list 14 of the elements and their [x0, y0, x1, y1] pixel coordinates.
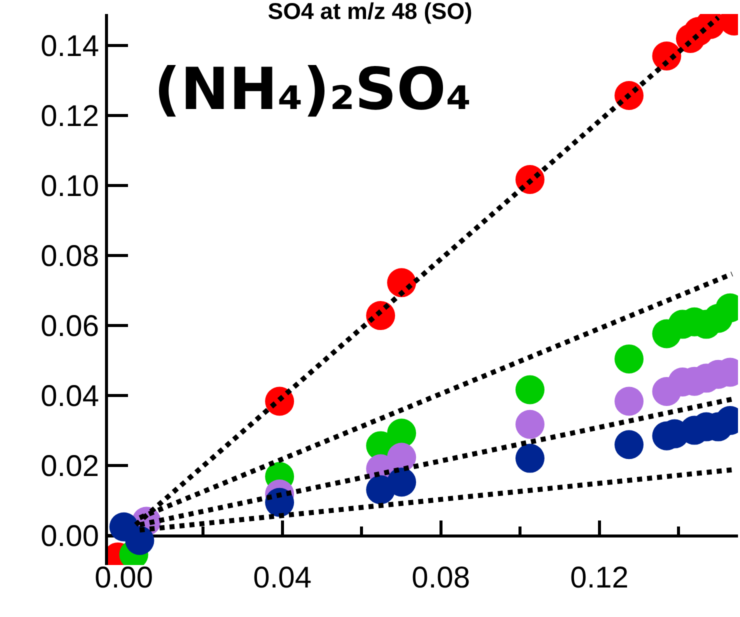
- y-tick-label: 0.14: [40, 30, 99, 63]
- y-tick-label: 0.08: [40, 240, 99, 273]
- x-tick-label: 0.08: [412, 561, 470, 594]
- x-tick-label: 0.04: [253, 561, 312, 594]
- x-tick-label: 0.00: [94, 561, 154, 594]
- y-tick-label: 0.10: [40, 170, 99, 203]
- y-tick-label: 0.12: [40, 100, 99, 133]
- y-tick-label: 0.04: [40, 380, 99, 413]
- y-tick-label: 0.06: [40, 310, 99, 343]
- text: (NH₄)₂SO₄: [154, 55, 472, 123]
- y-tick-label: 0.00: [40, 520, 99, 553]
- y-tick-label: 0.02: [40, 450, 99, 483]
- x-tick-label: 0.12: [570, 561, 629, 594]
- chart-title: SO4 at m/z 48 (SO): [268, 0, 472, 24]
